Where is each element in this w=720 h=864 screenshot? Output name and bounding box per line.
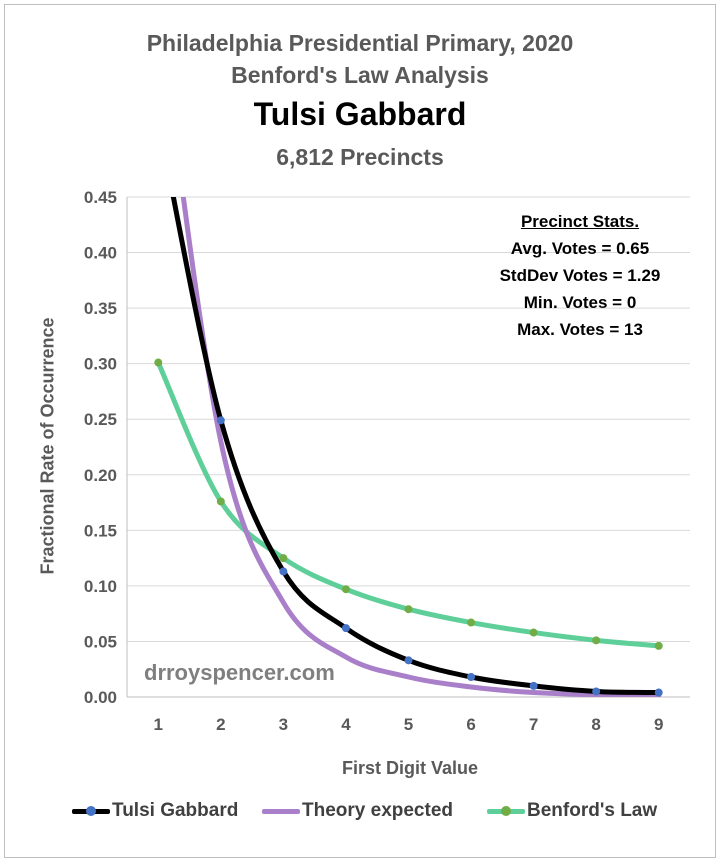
series-lines	[155, 197, 662, 697]
data-point	[404, 605, 413, 614]
data-point	[154, 358, 163, 367]
data-point	[654, 641, 663, 650]
y-tick-label: 0.25	[84, 410, 117, 429]
legend-label: Theory expected	[302, 800, 453, 821]
data-point	[467, 673, 476, 681]
y-tick-label: 0.15	[84, 521, 117, 540]
stat-min-votes: Min. Votes = 0	[523, 293, 637, 312]
legend-swatch	[487, 796, 525, 826]
stat-stddev-votes: StdDev Votes = 1.29	[499, 266, 661, 285]
data-point	[279, 554, 288, 563]
series-line-tulsi-gabbard	[170, 197, 662, 696]
series-line-benford-s-law	[155, 360, 662, 649]
x-tick-label: 1	[154, 715, 163, 734]
y-tick-label: 0.45	[84, 188, 117, 207]
y-tick-label: 0.40	[84, 244, 117, 263]
stat-avg-votes: Avg. Votes = 0.65	[510, 239, 650, 258]
data-point	[529, 628, 538, 637]
x-tick-label: 2	[216, 715, 225, 734]
y-tick-label: 0.20	[84, 466, 117, 485]
stat-max-votes: Max. Votes = 13	[517, 320, 643, 339]
chart-title: Philadelphia Presidential Primary, 2020	[146, 30, 574, 56]
legend-item-theory-expected: Theory expected	[262, 796, 453, 826]
legend-swatch	[262, 796, 300, 826]
series-markers	[154, 358, 663, 697]
legend-swatch	[72, 796, 110, 826]
data-point	[216, 416, 225, 425]
data-point	[216, 497, 225, 506]
data-point	[341, 585, 350, 594]
legend: Tulsi Gabbard Theory expected Benford's …	[0, 796, 720, 826]
y-tick-label: 0.05	[84, 632, 117, 651]
data-point	[529, 681, 538, 690]
data-point	[279, 567, 288, 576]
legend-item-tulsi-gabbard: Tulsi Gabbard	[72, 796, 238, 826]
legend-label: Benford's Law	[527, 800, 658, 821]
data-point	[592, 636, 601, 645]
chart-frame	[4, 4, 716, 858]
chart-subtitle: Benford's Law Analysis	[231, 62, 489, 88]
x-tick-label: 5	[404, 715, 413, 734]
x-tick-label: 6	[466, 715, 475, 734]
precinct-count: 6,812 Precincts	[276, 144, 444, 170]
legend-item-benfords-law: Benford's Law	[487, 796, 657, 826]
x-axis-label: First Digit Value	[341, 758, 479, 778]
y-tick-label: 0.00	[84, 688, 117, 707]
x-axis-ticks: 1 2 3 4 5 6 7 8 9	[154, 715, 664, 734]
watermark: drroyspencer.com	[144, 660, 335, 685]
y-tick-label: 0.30	[84, 355, 117, 374]
y-axis-label: Fractional Rate of Occurrence	[37, 317, 58, 575]
stats-header: Precinct Stats.	[520, 212, 640, 231]
data-point	[654, 688, 663, 697]
x-tick-label: 7	[529, 715, 538, 734]
data-point	[341, 624, 350, 633]
data-point	[467, 618, 476, 627]
y-axis-ticks: 0.00 0.05 0.10 0.15 0.20 0.25 0.30 0.35 0.40 0.45	[84, 188, 117, 707]
y-tick-label: 0.35	[84, 299, 117, 318]
legend-label: Tulsi Gabbard	[112, 800, 239, 821]
x-tick-label: 3	[279, 715, 288, 734]
x-tick-label: 8	[591, 715, 600, 734]
x-tick-label: 9	[654, 715, 663, 734]
x-tick-label: 4	[341, 715, 351, 734]
precinct-stats-box: Precinct Stats. Avg. Votes = 0.65 StdDev…	[480, 208, 680, 343]
data-point	[592, 687, 601, 696]
y-tick-label: 0.10	[84, 577, 117, 596]
data-point	[404, 656, 413, 665]
series-line-theory-expected	[180, 197, 662, 697]
candidate-title: Tulsi Gabbard	[253, 96, 467, 132]
